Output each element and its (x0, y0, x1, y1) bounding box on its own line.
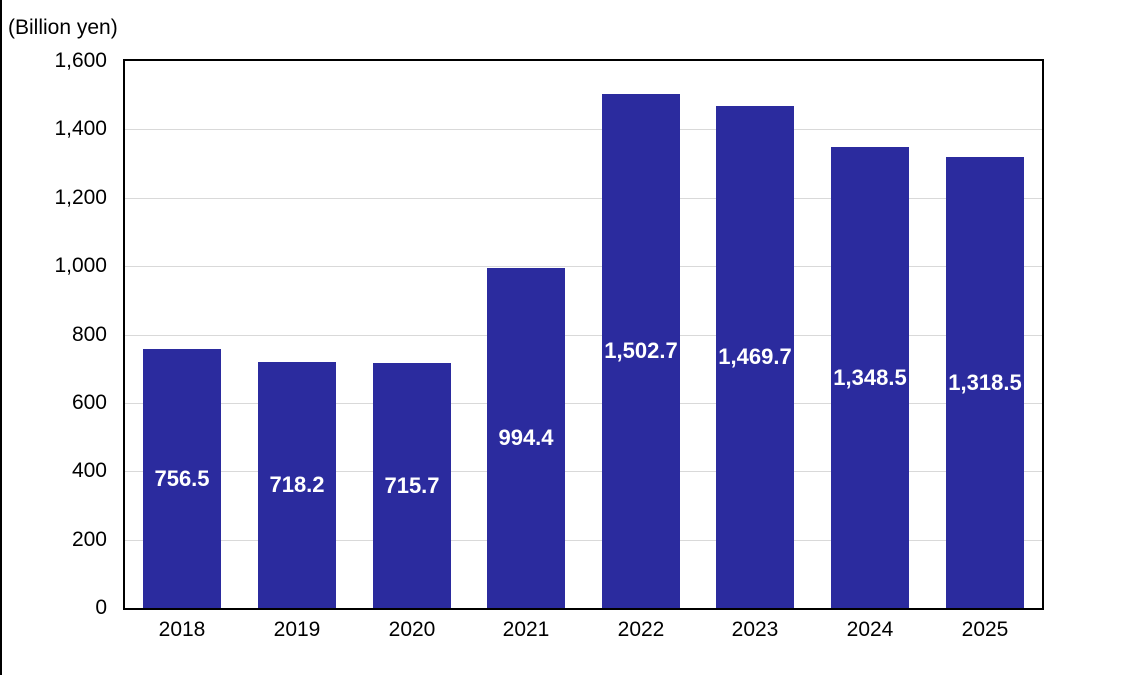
bar-value-label-2019: 718.2 (269, 472, 325, 497)
bar-value-label-2018: 756.5 (154, 465, 210, 491)
y-tick-label-1200: 1,200 (54, 186, 107, 209)
bar-2023: 1,469.7 (716, 106, 794, 608)
x-tick-label-2021: 2021 (502, 618, 550, 641)
x-tick-label-2019: 2019 (273, 618, 321, 641)
x-tick-label-2023: 2023 (731, 618, 779, 641)
axis-unit-label: (Billion yen) (8, 16, 118, 39)
gridline-1000 (125, 266, 1042, 267)
y-tick-label-400: 400 (71, 459, 107, 482)
plot-area: 756.5 718.2 715.7 994.4 1,502.7 1,469.7 1,348.… (123, 59, 1044, 610)
gridline-1200 (125, 198, 1042, 199)
page-left-border-line (0, 0, 2, 675)
gridline-400 (125, 471, 1042, 472)
x-tick-label-2024: 2024 (846, 618, 894, 641)
y-tick-label-1000: 1,000 (54, 254, 107, 277)
bar-value-label-2024: 1,348.5 (833, 364, 907, 390)
y-tick-label-1400: 1,400 (54, 117, 107, 140)
bar-2020: 715.7 (373, 363, 451, 608)
x-tick-label-2020: 2020 (388, 618, 436, 641)
y-tick-label-0: 0 (95, 596, 107, 619)
bar-2018: 756.5 (143, 349, 221, 608)
x-tick-label-2022: 2022 (617, 618, 665, 641)
bar-value-label-2022: 1,502.7 (604, 338, 678, 363)
y-tick-label-1600: 1,600 (54, 49, 107, 72)
gridline-800 (125, 335, 1042, 336)
x-tick-label-2025: 2025 (961, 618, 1009, 641)
bar-2024: 1,348.5 (831, 147, 909, 608)
bar-2022: 1,502.7 (602, 94, 680, 608)
bar-value-label-2021: 994.4 (498, 425, 554, 450)
bar-value-label-2025: 1,318.5 (948, 369, 1022, 395)
bar-value-label-2020: 715.7 (384, 472, 440, 498)
bar-2019: 718.2 (258, 362, 336, 608)
y-tick-label-600: 600 (71, 391, 107, 414)
gridline-600 (125, 403, 1042, 404)
bar-2021: 994.4 (487, 268, 565, 608)
bar-value-label-2023: 1,469.7 (718, 344, 792, 369)
gridline-200 (125, 540, 1042, 541)
x-tick-label-2018: 2018 (158, 618, 206, 641)
y-tick-label-800: 800 (71, 323, 107, 346)
y-tick-label-200: 200 (71, 528, 107, 551)
gridline-1400 (125, 129, 1042, 130)
bar-2025: 1,318.5 (946, 157, 1024, 608)
